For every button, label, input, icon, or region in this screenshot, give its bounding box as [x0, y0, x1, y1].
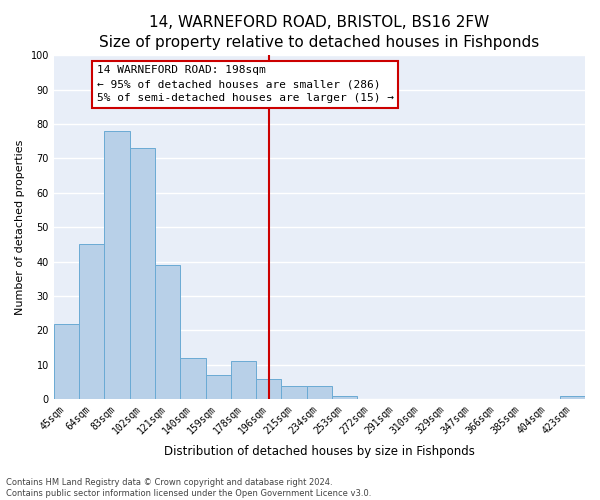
Bar: [332, 396, 358, 400]
Bar: [307, 386, 332, 400]
Bar: [256, 378, 281, 400]
Bar: [281, 386, 307, 400]
Title: 14, WARNEFORD ROAD, BRISTOL, BS16 2FW
Size of property relative to detached hous: 14, WARNEFORD ROAD, BRISTOL, BS16 2FW Si…: [99, 15, 539, 50]
Y-axis label: Number of detached properties: Number of detached properties: [15, 140, 25, 315]
Bar: [54, 324, 79, 400]
Bar: [560, 396, 585, 400]
Bar: [79, 244, 104, 400]
Bar: [180, 358, 206, 400]
Bar: [155, 265, 180, 400]
Bar: [104, 131, 130, 400]
Text: Contains HM Land Registry data © Crown copyright and database right 2024.
Contai: Contains HM Land Registry data © Crown c…: [6, 478, 371, 498]
X-axis label: Distribution of detached houses by size in Fishponds: Distribution of detached houses by size …: [164, 444, 475, 458]
Bar: [130, 148, 155, 400]
Bar: [231, 362, 256, 400]
Text: 14 WARNEFORD ROAD: 198sqm
← 95% of detached houses are smaller (286)
5% of semi-: 14 WARNEFORD ROAD: 198sqm ← 95% of detac…: [97, 66, 394, 104]
Bar: [206, 375, 231, 400]
